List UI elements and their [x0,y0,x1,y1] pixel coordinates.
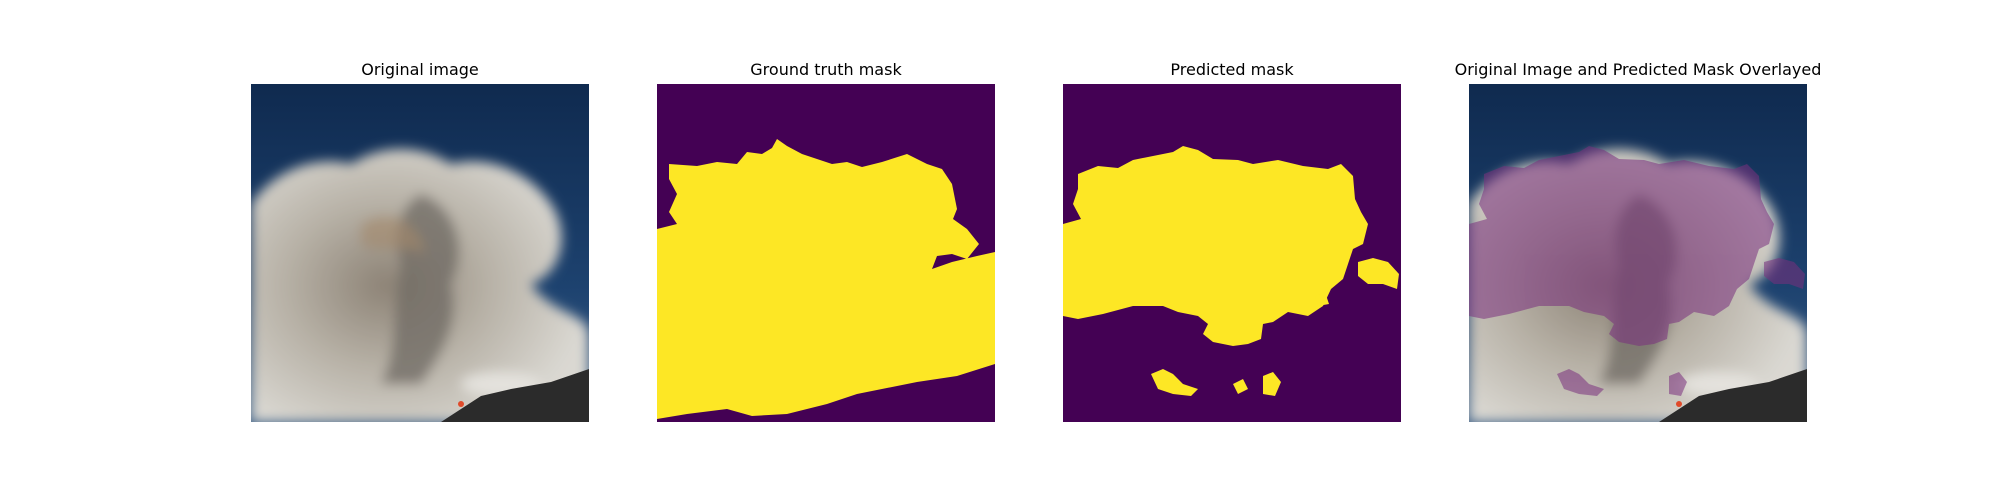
overlay-graphic [1469,84,1807,422]
panel-title-predicted: Predicted mask [1170,60,1294,79]
ground-truth-mask-graphic [657,84,995,422]
original-image [251,84,589,422]
panel-title-original: Original image [361,60,479,79]
ground-truth-mask [657,84,995,422]
panel-title-ground-truth: Ground truth mask [750,60,902,79]
overlay-image [1469,84,1807,422]
predicted-mask [1063,84,1401,422]
predicted-mask-graphic [1063,84,1401,422]
panel-title-overlay: Original Image and Predicted Mask Overla… [1454,60,1822,79]
smoke-photo [251,84,589,422]
